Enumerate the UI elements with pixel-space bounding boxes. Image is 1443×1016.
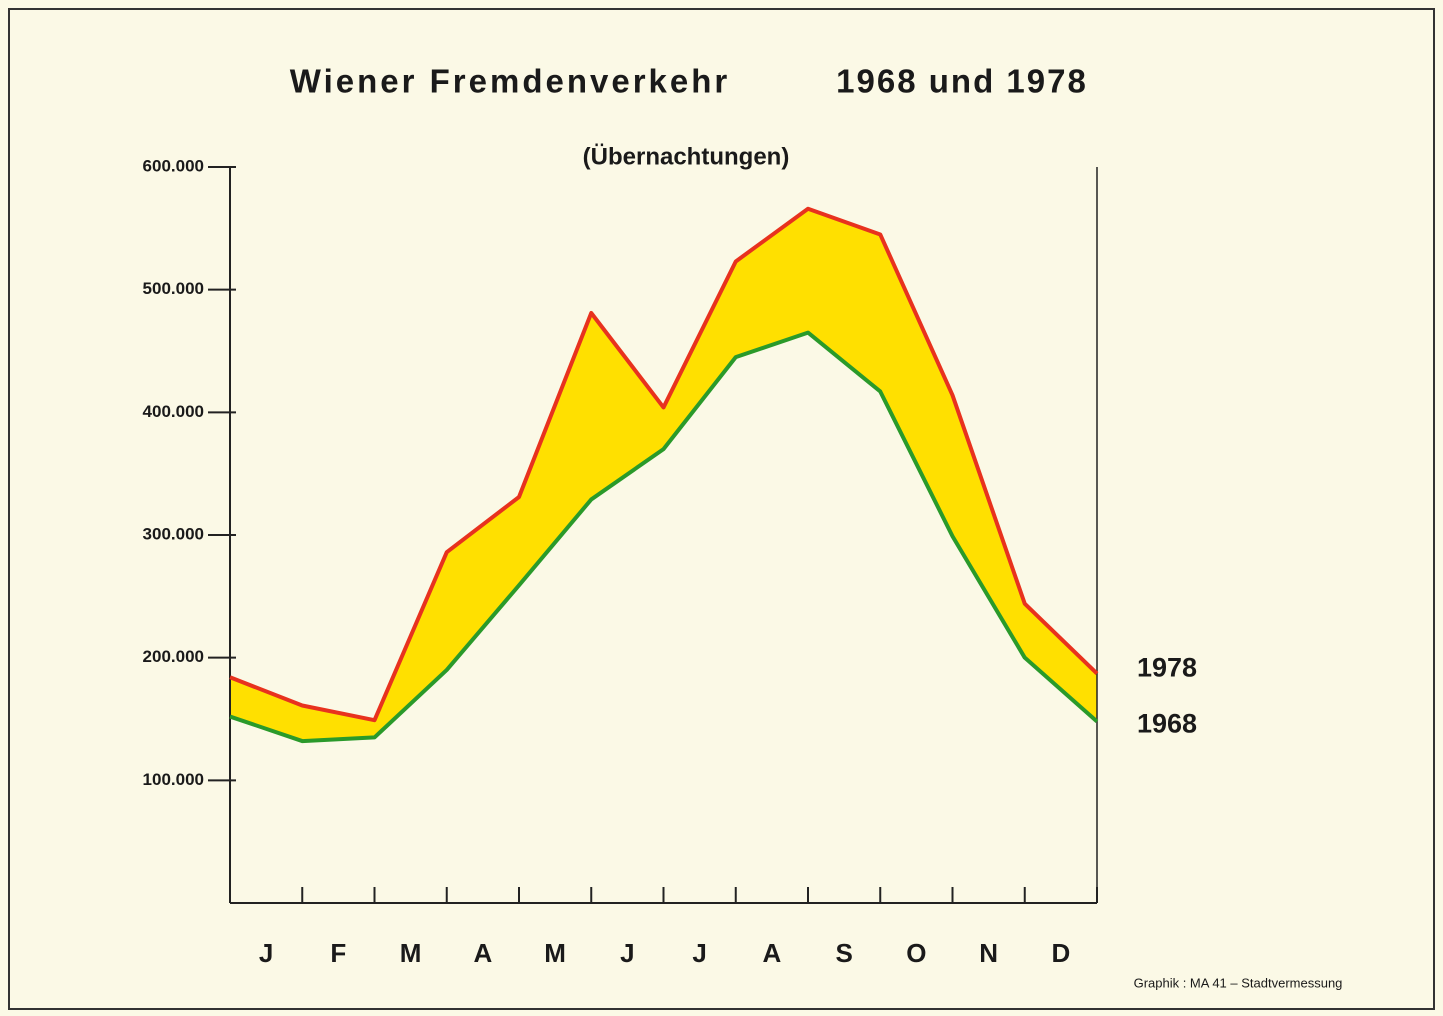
month-label: J xyxy=(259,938,273,968)
month-label: N xyxy=(979,938,998,968)
month-label: J xyxy=(692,938,706,968)
y-tick-label: 300.000 xyxy=(143,524,204,543)
chart-title: Wiener Fremdenverkehr xyxy=(290,63,731,100)
chart-subtitle: (Übernachtungen) xyxy=(583,143,790,170)
month-label: M xyxy=(544,938,566,968)
month-label: S xyxy=(835,938,852,968)
series-line xyxy=(229,206,1099,723)
y-tick-label: 400.000 xyxy=(143,402,204,421)
month-label: M xyxy=(400,938,422,968)
legend-label: 1978 xyxy=(1137,653,1197,683)
month-label: A xyxy=(762,938,781,968)
band-fill xyxy=(230,208,1097,742)
month-label: O xyxy=(906,938,926,968)
month-label: A xyxy=(473,938,492,968)
credit: Graphik : MA 41 – Stadtvermessung xyxy=(1134,975,1343,990)
y-tick-label: 100.000 xyxy=(143,770,204,789)
month-label: J xyxy=(620,938,634,968)
legend-label: 1968 xyxy=(1137,709,1197,739)
y-tick-label: 600.000 xyxy=(143,156,204,175)
chart-title-years: 1968 und 1978 xyxy=(836,63,1088,100)
series-line xyxy=(229,330,1099,744)
month-label: F xyxy=(330,938,346,968)
month-label: D xyxy=(1051,938,1070,968)
frame xyxy=(8,8,1435,1010)
y-tick-label: 500.000 xyxy=(143,279,204,298)
y-tick-label: 200.000 xyxy=(143,647,204,666)
